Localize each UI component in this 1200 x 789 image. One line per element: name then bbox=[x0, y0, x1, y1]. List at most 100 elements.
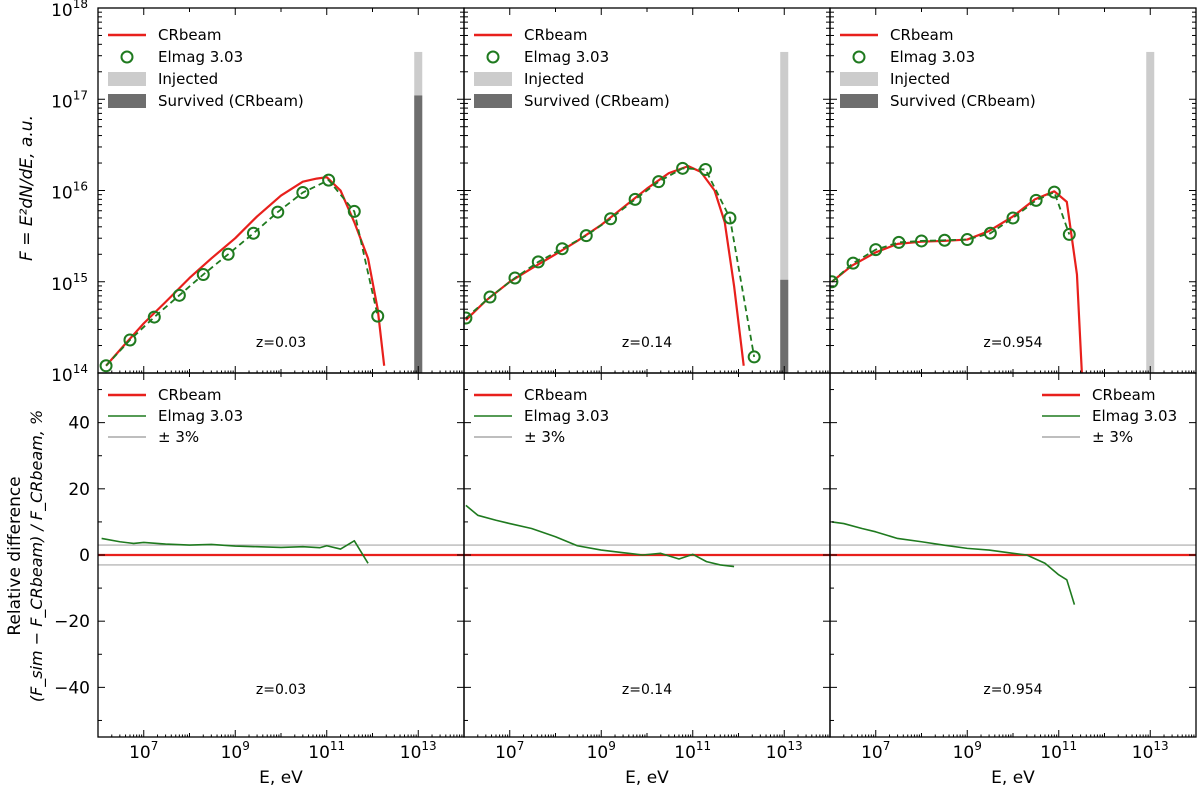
x-axis-label-middle: E, eV bbox=[625, 768, 669, 788]
top-middle-elmag-point bbox=[483, 290, 497, 304]
top-right-data bbox=[830, 51, 1155, 373]
top-left-elmag-point bbox=[123, 333, 137, 347]
top-left-data bbox=[99, 51, 423, 373]
bottom-right-legend-label: ± 3% bbox=[1092, 428, 1133, 446]
bottom-middle-legend-label: Elmag 3.03 bbox=[524, 407, 609, 425]
top-middle-legend-label: Elmag 3.03 bbox=[524, 48, 609, 66]
top-right-elmag-point bbox=[869, 243, 883, 257]
bottom-right-panel: z=0.954 CRbeam Elmag 3.03 ± 3% bbox=[829, 372, 1197, 738]
bottom-right-redshift-label: z=0.954 bbox=[983, 682, 1042, 698]
top-left-legend-label: CRbeam bbox=[158, 26, 221, 44]
bottom-y-tick-label: 0 bbox=[79, 546, 90, 566]
top-left-elmag-point bbox=[99, 359, 113, 373]
bottom-y-tick-label: −40 bbox=[54, 678, 90, 698]
top-middle-legend-survived-swatch bbox=[474, 94, 512, 108]
x-tick-label-middle: 1013 bbox=[766, 739, 803, 763]
bottom-middle-panel: z=0.14 CRbeam Elmag 3.03 ± 3% bbox=[463, 372, 831, 738]
bottom-left-legend-label: Elmag 3.03 bbox=[158, 407, 243, 425]
top-right-frame bbox=[829, 7, 1197, 374]
plot-layer: z=0.03 CRbeam Elmag 3.03 Injected Survived (… bbox=[51, 0, 1197, 763]
top-y-tick-label: 1018 bbox=[51, 0, 88, 21]
top-left-elmag-dashed-line bbox=[105, 178, 379, 367]
bottom-right-legend-label: CRbeam bbox=[1092, 386, 1155, 404]
top-middle-elmag-point bbox=[464, 311, 473, 325]
bottom-y-tick-label: 40 bbox=[68, 414, 90, 434]
top-middle-legend-injected-swatch bbox=[474, 72, 512, 86]
bottom-right-data bbox=[830, 521, 1196, 605]
top-y-tick-label: 1015 bbox=[51, 271, 88, 295]
top-middle-elmag-point bbox=[508, 271, 522, 285]
x-tick-label-left: 1011 bbox=[308, 739, 345, 763]
top-left-redshift-label: z=0.03 bbox=[256, 335, 306, 351]
top-right-legend-survived-swatch bbox=[840, 94, 878, 108]
top-right-elmag-point bbox=[983, 226, 997, 240]
x-tick-label-right: 1011 bbox=[1040, 739, 1077, 763]
x-axis-label-left: E, eV bbox=[259, 768, 303, 788]
top-middle-legend-label: CRbeam bbox=[524, 26, 587, 44]
top-middle-bar-injected bbox=[780, 51, 789, 373]
top-left-elmag-point bbox=[246, 226, 260, 240]
top-middle-redshift-label: z=0.14 bbox=[622, 335, 672, 351]
bottom-right-legend-label: Elmag 3.03 bbox=[1092, 407, 1177, 425]
top-right-legend-label: Elmag 3.03 bbox=[890, 48, 975, 66]
top-left-crbeam-line bbox=[105, 176, 386, 367]
top-left-elmag-point bbox=[296, 186, 310, 200]
top-left-elmag-point bbox=[322, 173, 336, 187]
top-left-elmag-point bbox=[196, 268, 210, 282]
top-middle-elmag-dashed-line bbox=[465, 167, 756, 358]
top-middle-legend-elmag-swatch bbox=[486, 50, 500, 64]
top-middle-crbeam-line bbox=[465, 165, 745, 366]
top-right-legend-label: CRbeam bbox=[890, 26, 953, 44]
top-left-elmag-point bbox=[271, 205, 285, 219]
x-tick-label-right: 1013 bbox=[1132, 739, 1169, 763]
x-tick-label-left: 1013 bbox=[400, 739, 437, 763]
top-middle-legend-label: Survived (CRbeam) bbox=[524, 92, 670, 110]
top-right-legend-label: Injected bbox=[890, 70, 950, 88]
top-right-redshift-label: z=0.954 bbox=[983, 335, 1042, 351]
x-tick-label-middle: 107 bbox=[495, 739, 524, 763]
top-left-elmag-point bbox=[371, 309, 385, 323]
top-left-elmag-point bbox=[172, 288, 186, 302]
bottom-y-tick-label: 20 bbox=[68, 480, 90, 500]
top-right-crbeam-line bbox=[831, 190, 1083, 373]
x-tick-label-left: 107 bbox=[129, 739, 158, 763]
top-middle-data bbox=[464, 51, 789, 373]
top-left-elmag-point bbox=[221, 247, 235, 261]
top-middle-elmag-point bbox=[555, 242, 569, 256]
top-left-legend-label: Survived (CRbeam) bbox=[158, 92, 304, 110]
top-right-elmag-point bbox=[846, 256, 860, 270]
top-right-legend-injected-swatch bbox=[840, 72, 878, 86]
bottom-left-legend-label: ± 3% bbox=[158, 428, 199, 446]
bottom-y-axis-label-line1: Relative difference bbox=[5, 476, 25, 635]
bottom-left-elmag-line bbox=[101, 537, 369, 564]
top-right-panel: z=0.954 CRbeam Elmag 3.03 Injected Survived … bbox=[829, 7, 1197, 374]
bottom-middle-elmag-line bbox=[465, 504, 735, 568]
top-right-elmag-dashed-line bbox=[831, 190, 1071, 283]
top-right-elmag-point bbox=[938, 233, 952, 247]
x-tick-label-right: 109 bbox=[953, 739, 982, 763]
top-middle-elmag-point bbox=[699, 162, 713, 176]
bottom-left-data bbox=[98, 537, 464, 566]
top-y-tick-label: 1017 bbox=[51, 88, 88, 112]
top-y-tick-label: 1016 bbox=[51, 180, 88, 204]
top-left-legend-survived-swatch bbox=[108, 94, 146, 108]
top-middle-elmag-point bbox=[723, 211, 737, 225]
top-middle-bar-survived bbox=[780, 279, 789, 373]
top-right-elmag-point bbox=[960, 233, 974, 247]
top-left-frame bbox=[97, 7, 465, 374]
bottom-y-axis-label-line2: (F_sim − F_CRbeam) / F_CRbeam, % bbox=[27, 410, 47, 702]
top-right-elmag-point bbox=[1006, 211, 1020, 225]
bottom-middle-legend-label: ± 3% bbox=[524, 428, 565, 446]
top-right-legend-label: Survived (CRbeam) bbox=[890, 92, 1036, 110]
top-left-legend-injected-swatch bbox=[108, 72, 146, 86]
x-tick-label-right: 107 bbox=[861, 739, 890, 763]
bottom-right-frame bbox=[829, 372, 1197, 738]
top-right-elmag-point bbox=[892, 235, 906, 249]
top-middle-panel: z=0.14 CRbeam Elmag 3.03 Injected Survived (… bbox=[463, 7, 831, 374]
top-right-elmag-point bbox=[830, 275, 839, 289]
top-left-bar-survived bbox=[414, 95, 423, 373]
bottom-middle-legend-label: CRbeam bbox=[524, 386, 587, 404]
top-middle-elmag-point bbox=[628, 192, 642, 206]
top-right-elmag-point bbox=[1062, 227, 1076, 241]
top-y-axis-label: F = E²dN/dE, a.u. bbox=[17, 115, 37, 261]
